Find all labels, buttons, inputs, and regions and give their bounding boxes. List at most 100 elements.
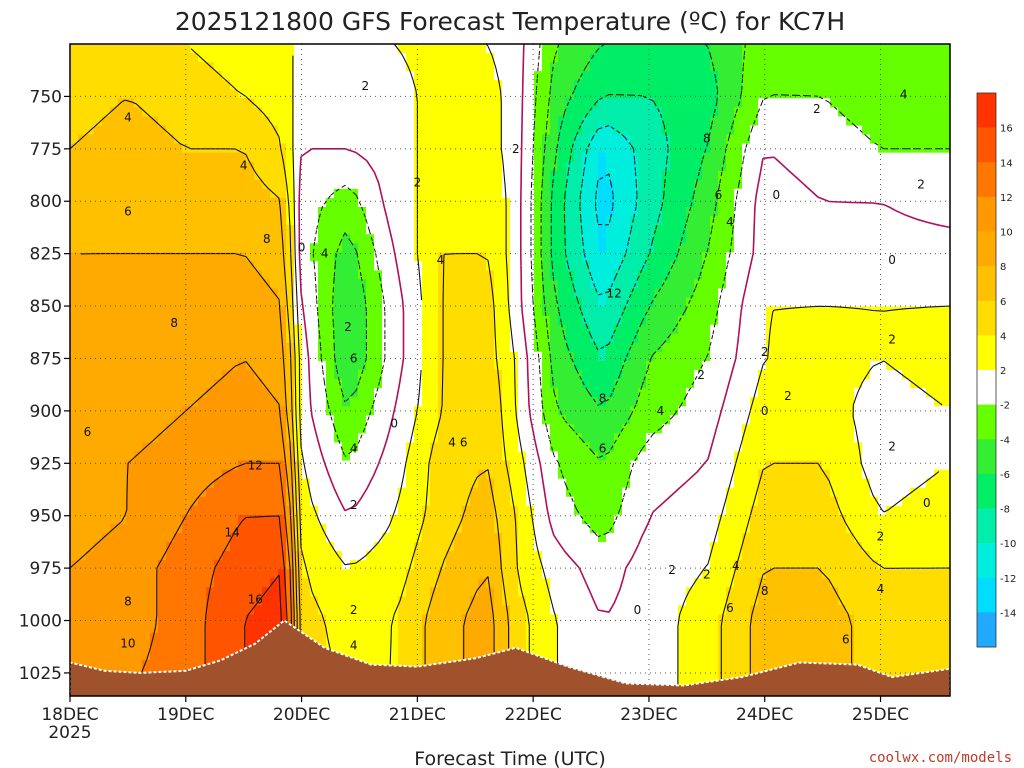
temp-cell bbox=[238, 179, 247, 190]
temp-cell bbox=[94, 370, 103, 380]
temp-cell bbox=[206, 641, 215, 652]
temp-cell bbox=[558, 207, 567, 217]
temp-cell bbox=[502, 469, 511, 480]
temp-cell bbox=[310, 533, 319, 543]
temp-cell bbox=[134, 161, 143, 172]
temp-cell bbox=[606, 469, 615, 480]
temp-cell bbox=[526, 351, 535, 362]
temp-cell bbox=[550, 533, 559, 543]
temp-cell bbox=[518, 578, 527, 588]
temp-cell bbox=[574, 306, 583, 317]
temp-cell bbox=[526, 161, 535, 172]
temp-cell bbox=[78, 451, 87, 462]
temp-cell bbox=[214, 650, 223, 661]
temp-cell bbox=[206, 451, 215, 462]
temp-cell bbox=[398, 614, 407, 625]
temp-cell bbox=[390, 306, 399, 317]
temp-cell bbox=[510, 478, 519, 489]
temp-cell bbox=[334, 342, 343, 353]
temp-cell bbox=[246, 424, 255, 434]
temp-cell bbox=[398, 53, 407, 63]
temp-cell bbox=[102, 225, 111, 235]
temp-cell bbox=[446, 306, 455, 317]
temp-cell bbox=[166, 270, 175, 281]
temp-cell bbox=[174, 270, 183, 281]
temp-cell bbox=[406, 469, 415, 480]
temp-cell bbox=[110, 551, 119, 561]
temp-cell bbox=[446, 297, 455, 308]
temp-cell bbox=[574, 333, 583, 344]
temp-cell bbox=[446, 533, 455, 543]
temp-cell bbox=[374, 315, 383, 326]
temp-cell bbox=[310, 116, 319, 127]
temp-cell bbox=[150, 62, 159, 72]
temp-cell bbox=[294, 505, 303, 516]
temp-cell bbox=[366, 225, 375, 235]
temp-cell bbox=[558, 161, 567, 172]
temp-cell bbox=[550, 188, 559, 199]
temp-cell bbox=[166, 179, 175, 190]
temp-cell bbox=[510, 143, 519, 154]
temp-cell bbox=[358, 487, 367, 498]
temp-cell bbox=[486, 116, 495, 127]
temp-cell bbox=[374, 188, 383, 199]
temp-cell bbox=[590, 297, 599, 308]
temp-cell bbox=[182, 333, 191, 344]
temp-cell bbox=[590, 207, 599, 217]
temp-cell bbox=[390, 542, 399, 552]
temp-cell bbox=[278, 415, 287, 425]
temp-cell bbox=[446, 53, 455, 63]
temp-cell bbox=[206, 71, 215, 81]
temp-cell bbox=[222, 225, 231, 235]
temp-cell bbox=[414, 587, 423, 597]
temp-cell bbox=[574, 551, 583, 561]
temp-cell bbox=[382, 496, 391, 507]
temp-cell bbox=[294, 188, 303, 199]
temp-cell bbox=[302, 279, 311, 290]
temp-cell bbox=[366, 170, 375, 181]
temp-cell bbox=[326, 297, 335, 308]
temp-cell bbox=[350, 207, 359, 217]
temp-cell bbox=[142, 641, 151, 652]
temp-cell bbox=[342, 306, 351, 317]
temp-cell bbox=[502, 116, 511, 127]
temp-cell bbox=[454, 188, 463, 199]
temp-cell bbox=[310, 98, 319, 108]
temp-cell bbox=[486, 53, 495, 63]
temp-cell bbox=[350, 333, 359, 344]
temp-cell bbox=[174, 514, 183, 525]
temp-cell bbox=[174, 98, 183, 108]
temp-cell bbox=[414, 596, 423, 607]
temp-cell bbox=[150, 152, 159, 163]
temp-cell bbox=[166, 333, 175, 344]
temp-cell bbox=[598, 234, 607, 244]
temp-cell bbox=[294, 306, 303, 317]
temp-cell bbox=[374, 125, 383, 136]
temp-cell bbox=[190, 279, 199, 290]
temp-cell bbox=[118, 578, 127, 588]
temp-cell bbox=[158, 324, 167, 335]
temp-cell bbox=[94, 234, 103, 244]
temp-cell bbox=[318, 315, 327, 326]
temp-cell bbox=[462, 406, 471, 416]
temp-cell bbox=[542, 614, 551, 625]
temp-cell bbox=[302, 578, 311, 588]
temp-cell bbox=[462, 53, 471, 63]
temp-cell bbox=[518, 370, 527, 380]
temp-cell bbox=[94, 433, 103, 444]
temp-cell bbox=[182, 297, 191, 308]
temp-cell bbox=[366, 379, 375, 389]
temp-cell bbox=[238, 596, 247, 607]
temp-cell bbox=[494, 71, 503, 81]
temp-cell bbox=[326, 324, 335, 335]
temp-cell bbox=[158, 379, 167, 389]
temp-cell bbox=[486, 288, 495, 299]
temp-cell bbox=[486, 188, 495, 199]
temp-cell bbox=[518, 487, 527, 498]
temp-cell bbox=[254, 279, 263, 290]
temp-cell bbox=[526, 197, 535, 208]
temp-cell bbox=[582, 197, 591, 208]
temp-cell bbox=[382, 351, 391, 362]
temp-cell bbox=[462, 442, 471, 453]
temp-cell bbox=[510, 551, 519, 561]
